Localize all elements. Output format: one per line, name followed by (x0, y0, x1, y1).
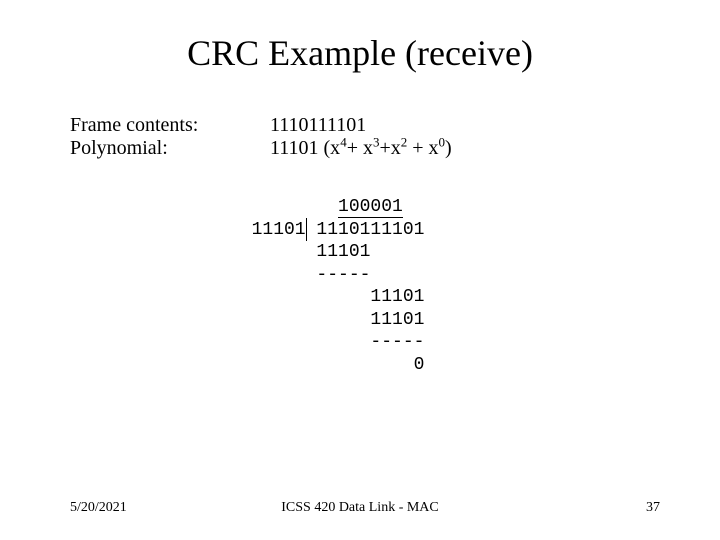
poly-label: Polynomial: (70, 137, 270, 160)
poly-value: 11101 (x4+ x3+x2 + x0) (270, 137, 452, 160)
step-line-2: ----- (230, 265, 370, 285)
poly-mid2: +x (379, 137, 400, 159)
frame-label: Frame contents: (70, 114, 270, 137)
poly-mid1: + x (347, 137, 373, 159)
divisor: 11101 (230, 220, 306, 240)
footer-center: ICSS 420 Data Link - MAC (0, 500, 720, 516)
step-line-5: ----- (230, 332, 424, 352)
poly-prefix: 11101 (x (270, 137, 340, 159)
frame-row: Frame contents: 1110111101 (70, 114, 720, 137)
footer-page: 37 (646, 500, 660, 516)
frame-value: 1110111101 (270, 114, 366, 137)
step-line-3: 11101 (230, 287, 424, 307)
quotient-pad (230, 197, 338, 217)
slide-title: CRC Example (receive) (0, 0, 720, 74)
poly-suffix: ) (445, 137, 452, 159)
division-bar-icon (306, 218, 307, 242)
step-line-6: 0 (230, 355, 424, 375)
poly-row: Polynomial: 11101 (x4+ x3+x2 + x0) (70, 137, 720, 160)
quotient: 100001 (338, 197, 403, 218)
content-block: Frame contents: 1110111101 Polynomial: 1… (70, 114, 720, 160)
step-line-1: 11101 (230, 242, 370, 262)
long-division: 100001 11101 1110111101 11101 ----- 1110… (230, 196, 720, 376)
step-line-4: 11101 (230, 310, 424, 330)
poly-mid3: + x (407, 137, 438, 159)
dividend: 1110111101 (306, 220, 425, 240)
